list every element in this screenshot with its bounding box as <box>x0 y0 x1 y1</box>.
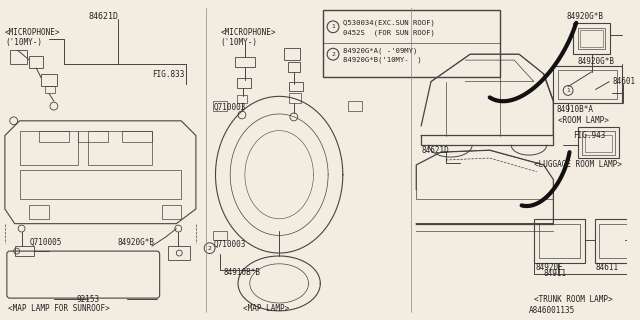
Text: <LUGGAGE ROOM LAMP>: <LUGGAGE ROOM LAMP> <box>534 160 621 169</box>
Bar <box>162 205 181 219</box>
Bar <box>534 219 585 263</box>
Text: Q710005: Q710005 <box>29 238 61 247</box>
Text: 84621D: 84621D <box>421 146 449 155</box>
Text: 2: 2 <box>331 52 335 57</box>
Text: 84611: 84611 <box>596 263 619 272</box>
Bar <box>212 101 227 111</box>
Text: ('10MY-): ('10MY-) <box>220 38 257 47</box>
Text: A846001135: A846001135 <box>529 306 575 315</box>
Bar <box>580 30 604 47</box>
Text: 1: 1 <box>331 24 335 29</box>
Bar <box>284 48 300 60</box>
Text: 84601: 84601 <box>612 77 636 86</box>
Text: Q710003: Q710003 <box>214 103 246 112</box>
Text: 1: 1 <box>566 88 570 93</box>
Text: <MICROPHONE>: <MICROPHONE> <box>5 28 60 37</box>
Bar <box>600 224 631 258</box>
Text: 2: 2 <box>208 246 211 251</box>
Text: 84920G*A( -'09MY): 84920G*A( -'09MY) <box>343 47 417 53</box>
Bar <box>212 230 227 240</box>
Bar <box>41 74 57 85</box>
Text: Q710003: Q710003 <box>214 240 246 249</box>
Bar <box>122 131 152 142</box>
Bar <box>558 70 617 99</box>
Text: 84911: 84911 <box>543 269 567 278</box>
Text: 84621D: 84621D <box>88 12 118 20</box>
Text: <MAP LAMP>: <MAP LAMP> <box>243 304 289 313</box>
Text: FIG.833: FIG.833 <box>152 70 184 79</box>
Text: 84910B*B: 84910B*B <box>223 268 260 277</box>
Text: 92153: 92153 <box>77 295 100 304</box>
Bar <box>29 205 49 219</box>
Bar <box>595 219 636 263</box>
Bar <box>348 101 362 111</box>
Bar <box>582 131 615 155</box>
Bar <box>39 131 68 142</box>
Bar <box>578 127 619 158</box>
Text: <TRUNK ROOM LAMP>: <TRUNK ROOM LAMP> <box>534 295 612 304</box>
Bar <box>168 246 190 260</box>
Text: <MICROPHONE>: <MICROPHONE> <box>220 28 276 37</box>
Text: 84920G*B: 84920G*B <box>566 12 603 20</box>
Bar <box>573 23 610 54</box>
Bar <box>289 93 301 103</box>
Bar <box>237 78 251 87</box>
Bar <box>88 131 152 165</box>
Bar <box>15 246 35 256</box>
Text: FIG.943: FIG.943 <box>573 131 605 140</box>
Bar <box>20 170 181 199</box>
Bar <box>10 50 28 64</box>
Bar <box>288 62 300 72</box>
Bar <box>554 66 622 103</box>
Text: 84910B*A: 84910B*A <box>556 105 593 114</box>
Text: ('10MY-): ('10MY-) <box>5 38 42 47</box>
Bar <box>578 28 605 49</box>
Bar <box>237 95 247 103</box>
Text: Q530034(EXC.SUN ROOF): Q530034(EXC.SUN ROOF) <box>343 20 435 26</box>
Text: <MAP LAMP FOR SUNROOF>: <MAP LAMP FOR SUNROOF> <box>8 304 109 313</box>
Bar <box>29 56 43 68</box>
Text: 84920G*B('10MY-  ): 84920G*B('10MY- ) <box>343 57 422 63</box>
Text: 84920G*B: 84920G*B <box>578 57 615 66</box>
Bar <box>289 82 303 92</box>
Bar <box>235 57 255 67</box>
Text: 84920G*B: 84920G*B <box>118 238 154 247</box>
Text: 0452S  (FOR SUN ROOF): 0452S (FOR SUN ROOF) <box>343 29 435 36</box>
Bar <box>78 131 108 142</box>
Text: <ROOM LAMP>: <ROOM LAMP> <box>558 116 609 125</box>
Bar <box>323 10 500 77</box>
Bar <box>539 224 580 258</box>
Bar <box>585 134 612 152</box>
Bar <box>20 131 78 165</box>
Bar <box>45 85 55 93</box>
Text: 84920E: 84920E <box>536 263 564 272</box>
